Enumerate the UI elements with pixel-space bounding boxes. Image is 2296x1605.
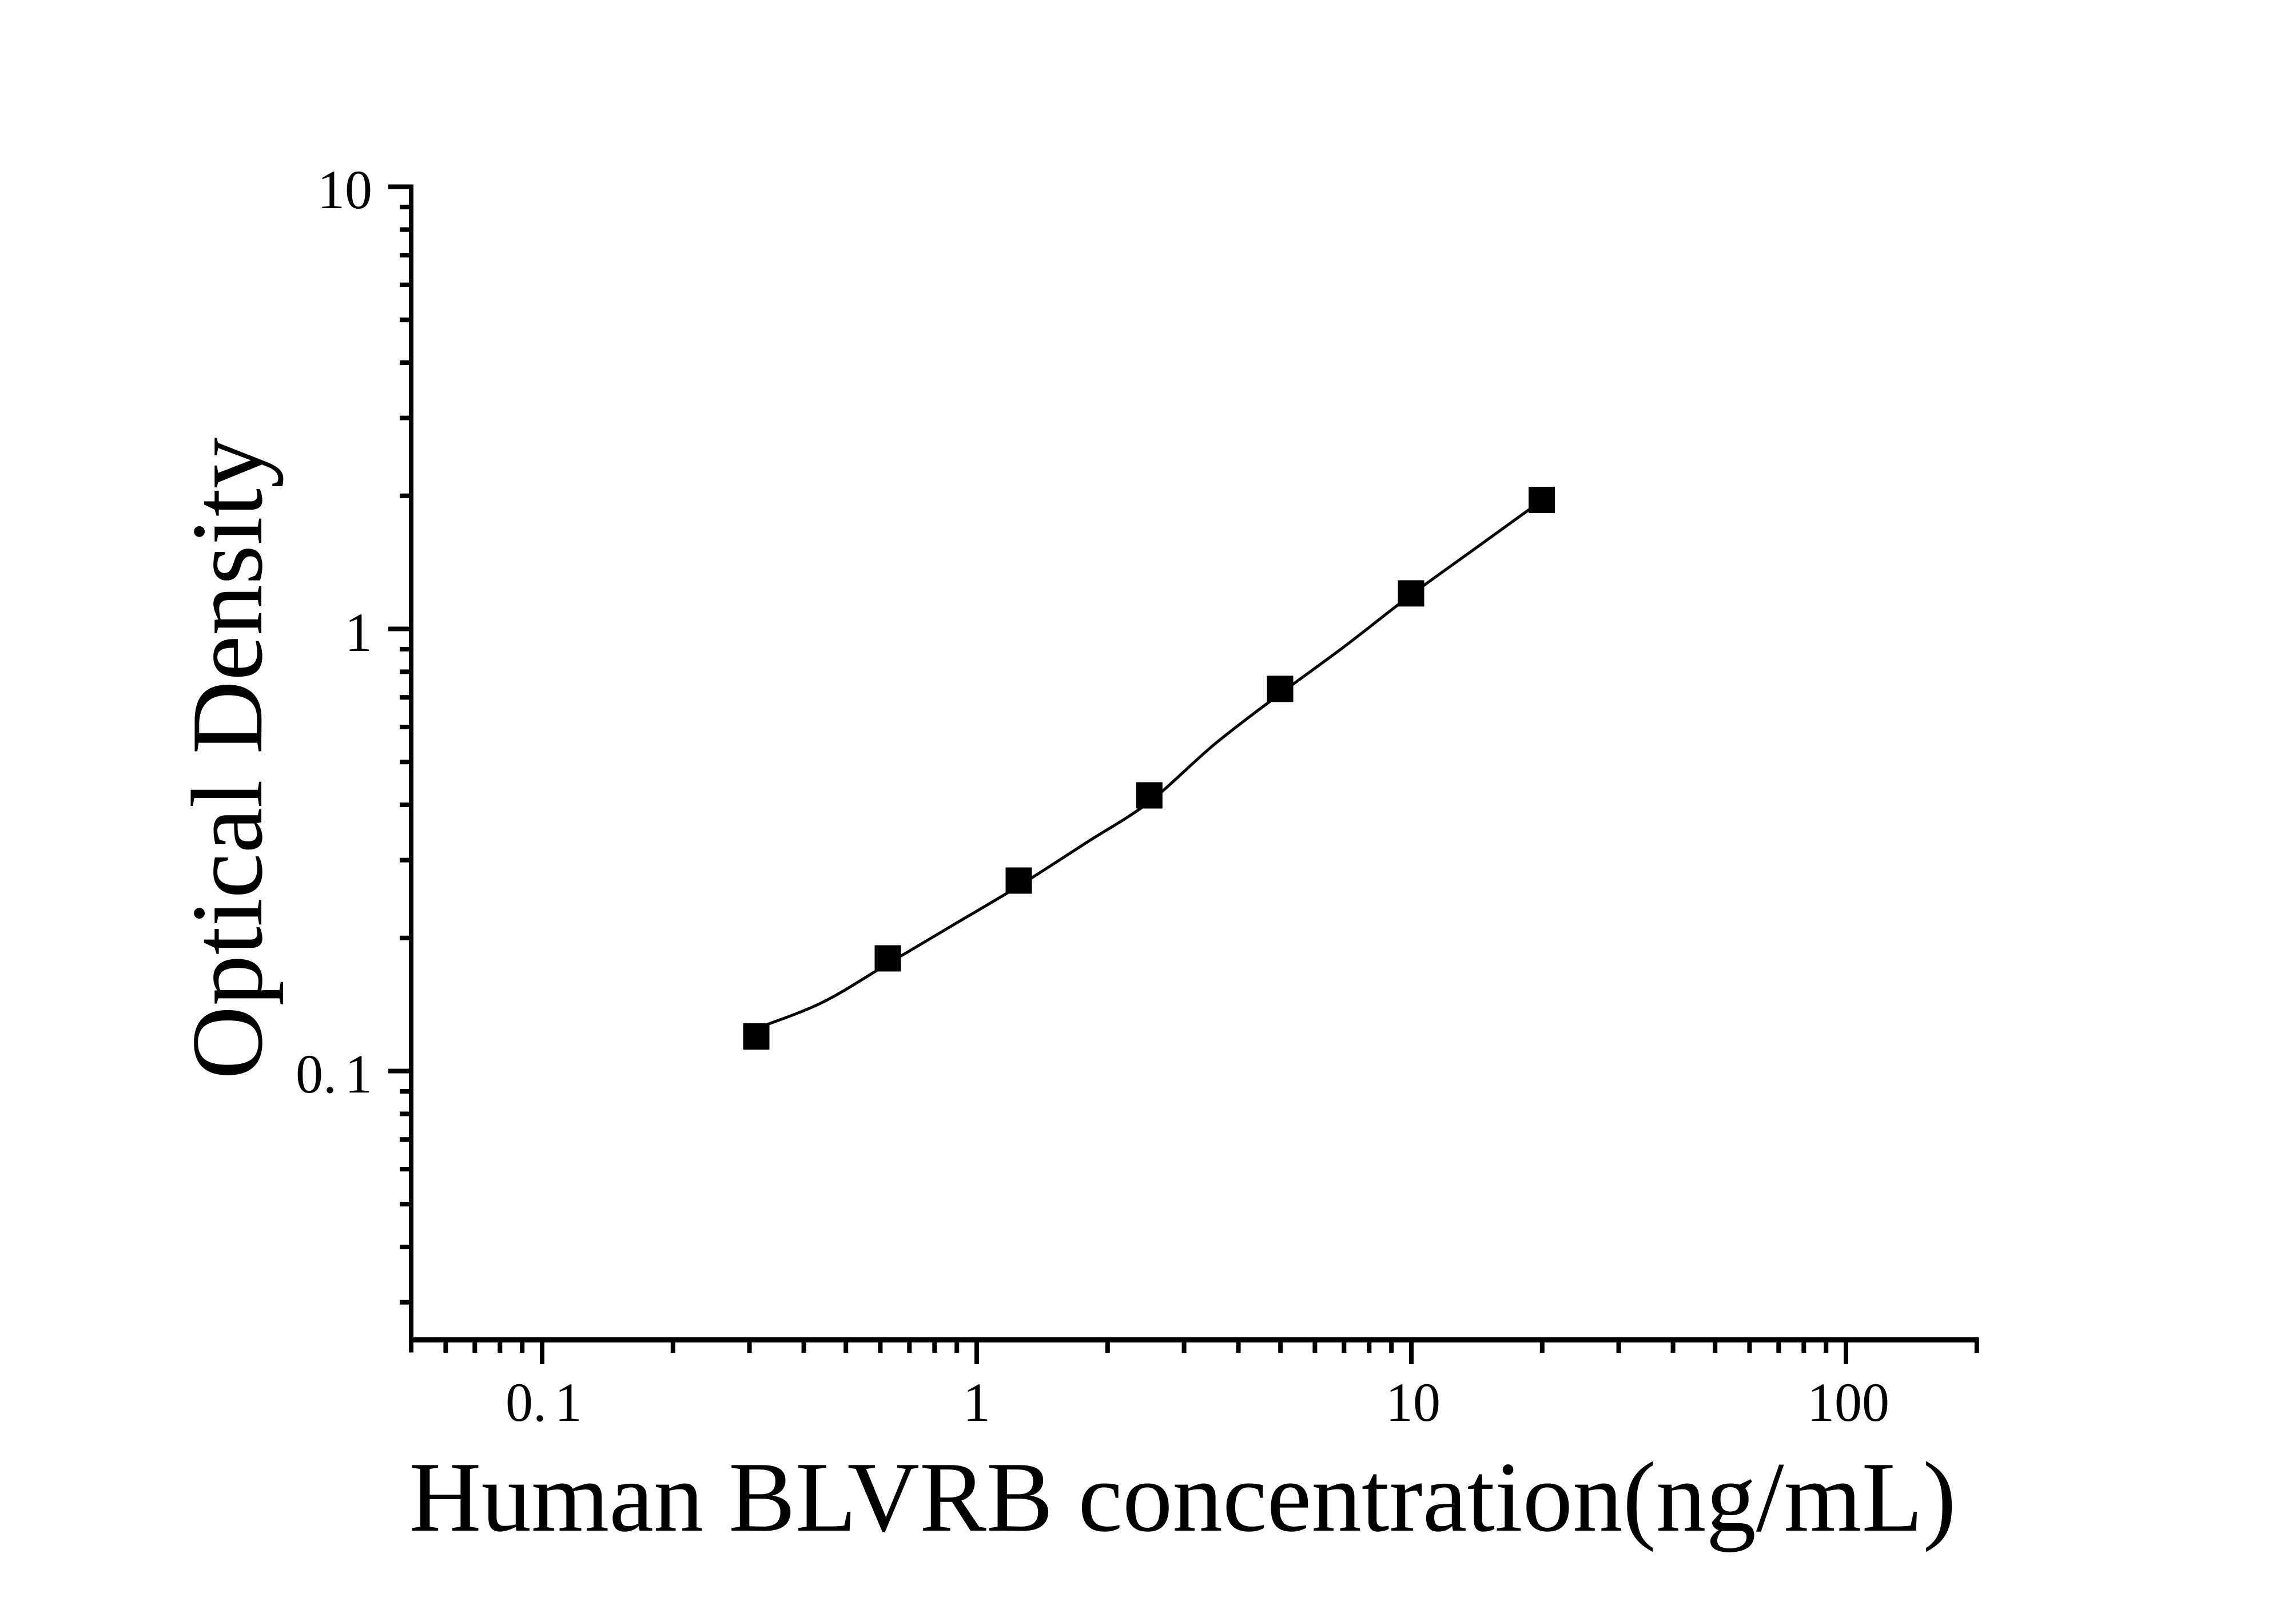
svg-text:1: 1 [345, 602, 372, 663]
svg-text:0.1: 0. 1 [506, 1372, 582, 1433]
svg-text:10: 10 [317, 159, 372, 220]
svg-text:Human BLVRB concentration(ng/m: Human BLVRB concentration(ng/mL) [409, 1441, 1956, 1552]
svg-text:0.1: 0. 1 [296, 1043, 372, 1105]
svg-text:1: 1 [963, 1372, 990, 1433]
svg-text:10: 10 [1386, 1372, 1441, 1433]
svg-text:Optical Density: Optical Density [170, 438, 284, 1079]
svg-text:100: 100 [1807, 1372, 1889, 1433]
